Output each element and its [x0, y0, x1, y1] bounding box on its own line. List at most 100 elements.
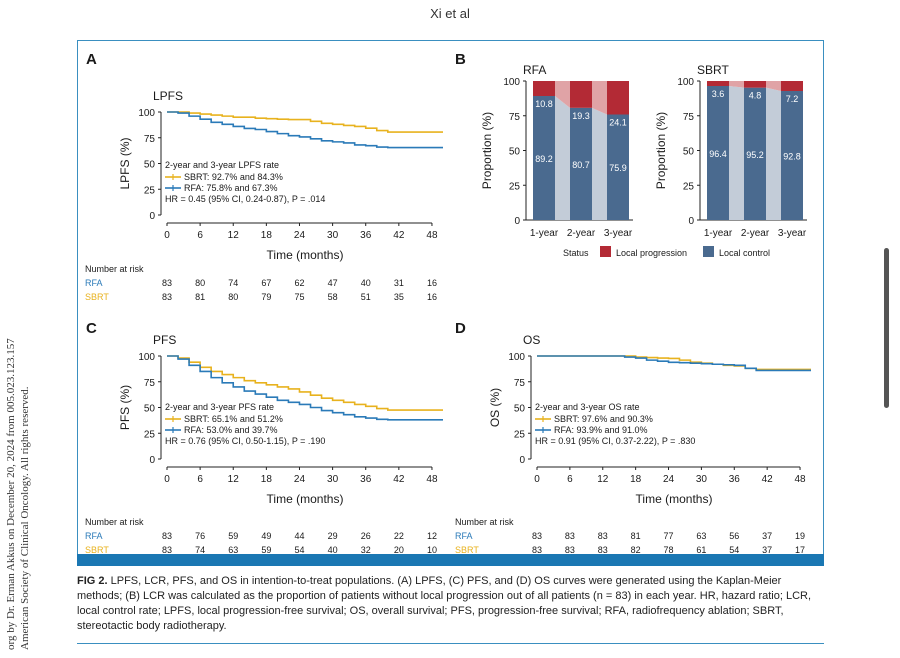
bar-sbrt-title: SBRT	[697, 63, 729, 77]
bar-rfa-label-local-control: 89.2	[535, 154, 553, 164]
bar-rfa-bar-local-control	[570, 107, 592, 220]
km-d-risk-value: 77	[664, 531, 674, 541]
bar-sbrt-label-local-control: 95.2	[746, 150, 764, 160]
km-panel-d: OS 0 25 50 75 100 0 6 12 18 24 30 36 42 48 Time (months…	[455, 333, 811, 555]
km-a-xtick-label: 36	[360, 230, 372, 241]
km-a-risk-value: 51	[361, 292, 371, 302]
km-c-risk-value: 54	[294, 545, 304, 555]
bar-rfa-ytick-label: 25	[509, 181, 521, 192]
km-d-risk-value: 83	[532, 531, 542, 541]
km-a-hr-text: HR = 0.45 (95% CI, 0.24-0.87), P = .014	[165, 194, 325, 204]
km-c-hr-text: HR = 0.76 (95% CI, 0.50-1.15), P = .190	[165, 436, 325, 446]
km-a-legend-entry-sbrt: SBRT: 92.7% and 84.3%	[184, 172, 283, 182]
km-d-risk-value: 19	[795, 531, 805, 541]
km-d-ytick-label: 50	[514, 404, 526, 415]
km-d-hr-text: HR = 0.91 (95% CI, 0.37-2.22), P = .830	[535, 436, 695, 446]
km-d-xtick-label: 36	[729, 474, 741, 485]
km-d-risk-value: 83	[565, 545, 575, 555]
km-d-risk-value: 17	[795, 545, 805, 555]
km-c-risk-value: 44	[294, 531, 304, 541]
km-c-title: PFS	[153, 333, 176, 347]
km-a-risk-value: 31	[394, 278, 404, 288]
km-a-risk-title: Number at risk	[85, 264, 144, 274]
legend-swatch-local-control	[703, 246, 714, 257]
km-c-legend-entry-sbrt: SBRT: 65.1% and 51.2%	[184, 414, 283, 424]
panel-letter-a: A	[86, 51, 97, 68]
bar-rfa-bar-local-progression	[607, 81, 629, 115]
km-a-risk-value: 62	[294, 278, 304, 288]
bar-sbrt-ylabel: Proportion (%)	[654, 112, 668, 189]
bar-rfa-bar-local-control	[533, 96, 555, 220]
figure-frame	[77, 40, 824, 566]
km-a-curve-sbrt	[167, 111, 443, 133]
km-d-risk-name-sbrt: SBRT	[455, 545, 479, 555]
km-d-ytick-label: 100	[508, 352, 525, 363]
bar-rfa-connector-progression	[592, 81, 607, 115]
km-d-xtick-label: 0	[534, 474, 540, 485]
km-d-xtick-label: 6	[567, 474, 573, 485]
km-c-risk-value: 22	[394, 531, 404, 541]
km-d-risk-value: 83	[532, 545, 542, 555]
km-d-risk-value: 83	[565, 531, 575, 541]
km-d-risk-value: 63	[696, 531, 706, 541]
bar-sbrt-bar-local-control	[781, 91, 803, 221]
km-c-risk-value: 40	[328, 545, 338, 555]
km-a-legend-title: 2-year and 3-year LPFS rate	[165, 160, 279, 170]
km-a-xtick-label: 42	[393, 230, 405, 241]
km-c-xtick-label: 24	[294, 474, 306, 485]
scrollbar-thumb[interactable]	[884, 248, 889, 408]
km-c-risk-value: 12	[427, 531, 437, 541]
bar-sbrt-label-local-control: 92.8	[783, 152, 801, 162]
km-c-legend-title: 2-year and 3-year PFS rate	[165, 402, 274, 412]
bar-sbrt-connector-control	[766, 87, 781, 220]
legend-swatch-local-progression	[600, 246, 611, 257]
km-a-ytick-label: 100	[138, 108, 155, 119]
bar-sbrt-bar-local-progression	[781, 81, 803, 92]
bar-sbrt-ytick-label: 25	[683, 181, 695, 192]
km-a-risk-value: 58	[328, 292, 338, 302]
km-d-xtick-label: 42	[762, 474, 774, 485]
km-c-ytick-label: 50	[144, 404, 156, 415]
bar-sbrt-label-local-progression: 7.2	[786, 94, 799, 104]
km-c-risk-value: 76	[195, 531, 205, 541]
km-a-risk-value: 79	[261, 292, 271, 302]
caption-rule	[77, 643, 824, 644]
legend-label-local-control: Local control	[719, 248, 770, 258]
km-a-risk-value: 83	[162, 278, 172, 288]
bar-rfa-label-local-control: 75.9	[609, 163, 627, 173]
km-a-risk-value: 81	[195, 292, 205, 302]
km-c-ytick-label: 75	[144, 378, 156, 389]
km-d-ytick-label: 75	[514, 378, 526, 389]
bar-sbrt-connector-control	[729, 86, 744, 220]
km-a-risk-value: 47	[328, 278, 338, 288]
km-a-ytick-label: 25	[144, 185, 156, 196]
km-d-xlabel: Time (months)	[636, 492, 713, 506]
km-c-risk-value: 59	[228, 531, 238, 541]
km-c-xtick-label: 48	[426, 474, 438, 485]
km-a-ytick-label: 0	[149, 211, 155, 222]
km-c-risk-value: 59	[261, 545, 271, 555]
km-c-risk-title: Number at risk	[85, 517, 144, 527]
bar-sbrt-connector-progression	[729, 81, 744, 88]
km-d-legend-entry-sbrt: SBRT: 97.6% and 90.3%	[554, 414, 653, 424]
legend-label-local-progression: Local progression	[616, 248, 687, 258]
km-d-xtick-label: 18	[630, 474, 642, 485]
bar-rfa-ytick-label: 75	[509, 112, 521, 123]
km-a-xtick-label: 6	[197, 230, 203, 241]
km-a-risk-value: 83	[162, 292, 172, 302]
km-c-risk-value: 26	[361, 531, 371, 541]
km-d-xtick-label: 48	[794, 474, 806, 485]
km-d-risk-value: 83	[598, 531, 608, 541]
bar-sbrt-bar-local-control	[744, 87, 766, 220]
km-d-risk-title: Number at risk	[455, 517, 514, 527]
km-d-risk-value: 83	[598, 545, 608, 555]
caption-text: LPFS, LCR, PFS, and OS in intention-to-t…	[77, 575, 812, 632]
bar-sbrt-bar-local-control	[707, 86, 729, 220]
km-a-xtick-label: 48	[426, 230, 438, 241]
km-d-legend-title: 2-year and 3-year OS rate	[535, 402, 640, 412]
km-c-xtick-label: 30	[327, 474, 339, 485]
km-c-ytick-label: 100	[138, 352, 155, 363]
km-d-ylabel: OS (%)	[488, 388, 502, 427]
panel-letter-b: B	[455, 51, 466, 68]
bar-rfa-title: RFA	[523, 63, 546, 77]
